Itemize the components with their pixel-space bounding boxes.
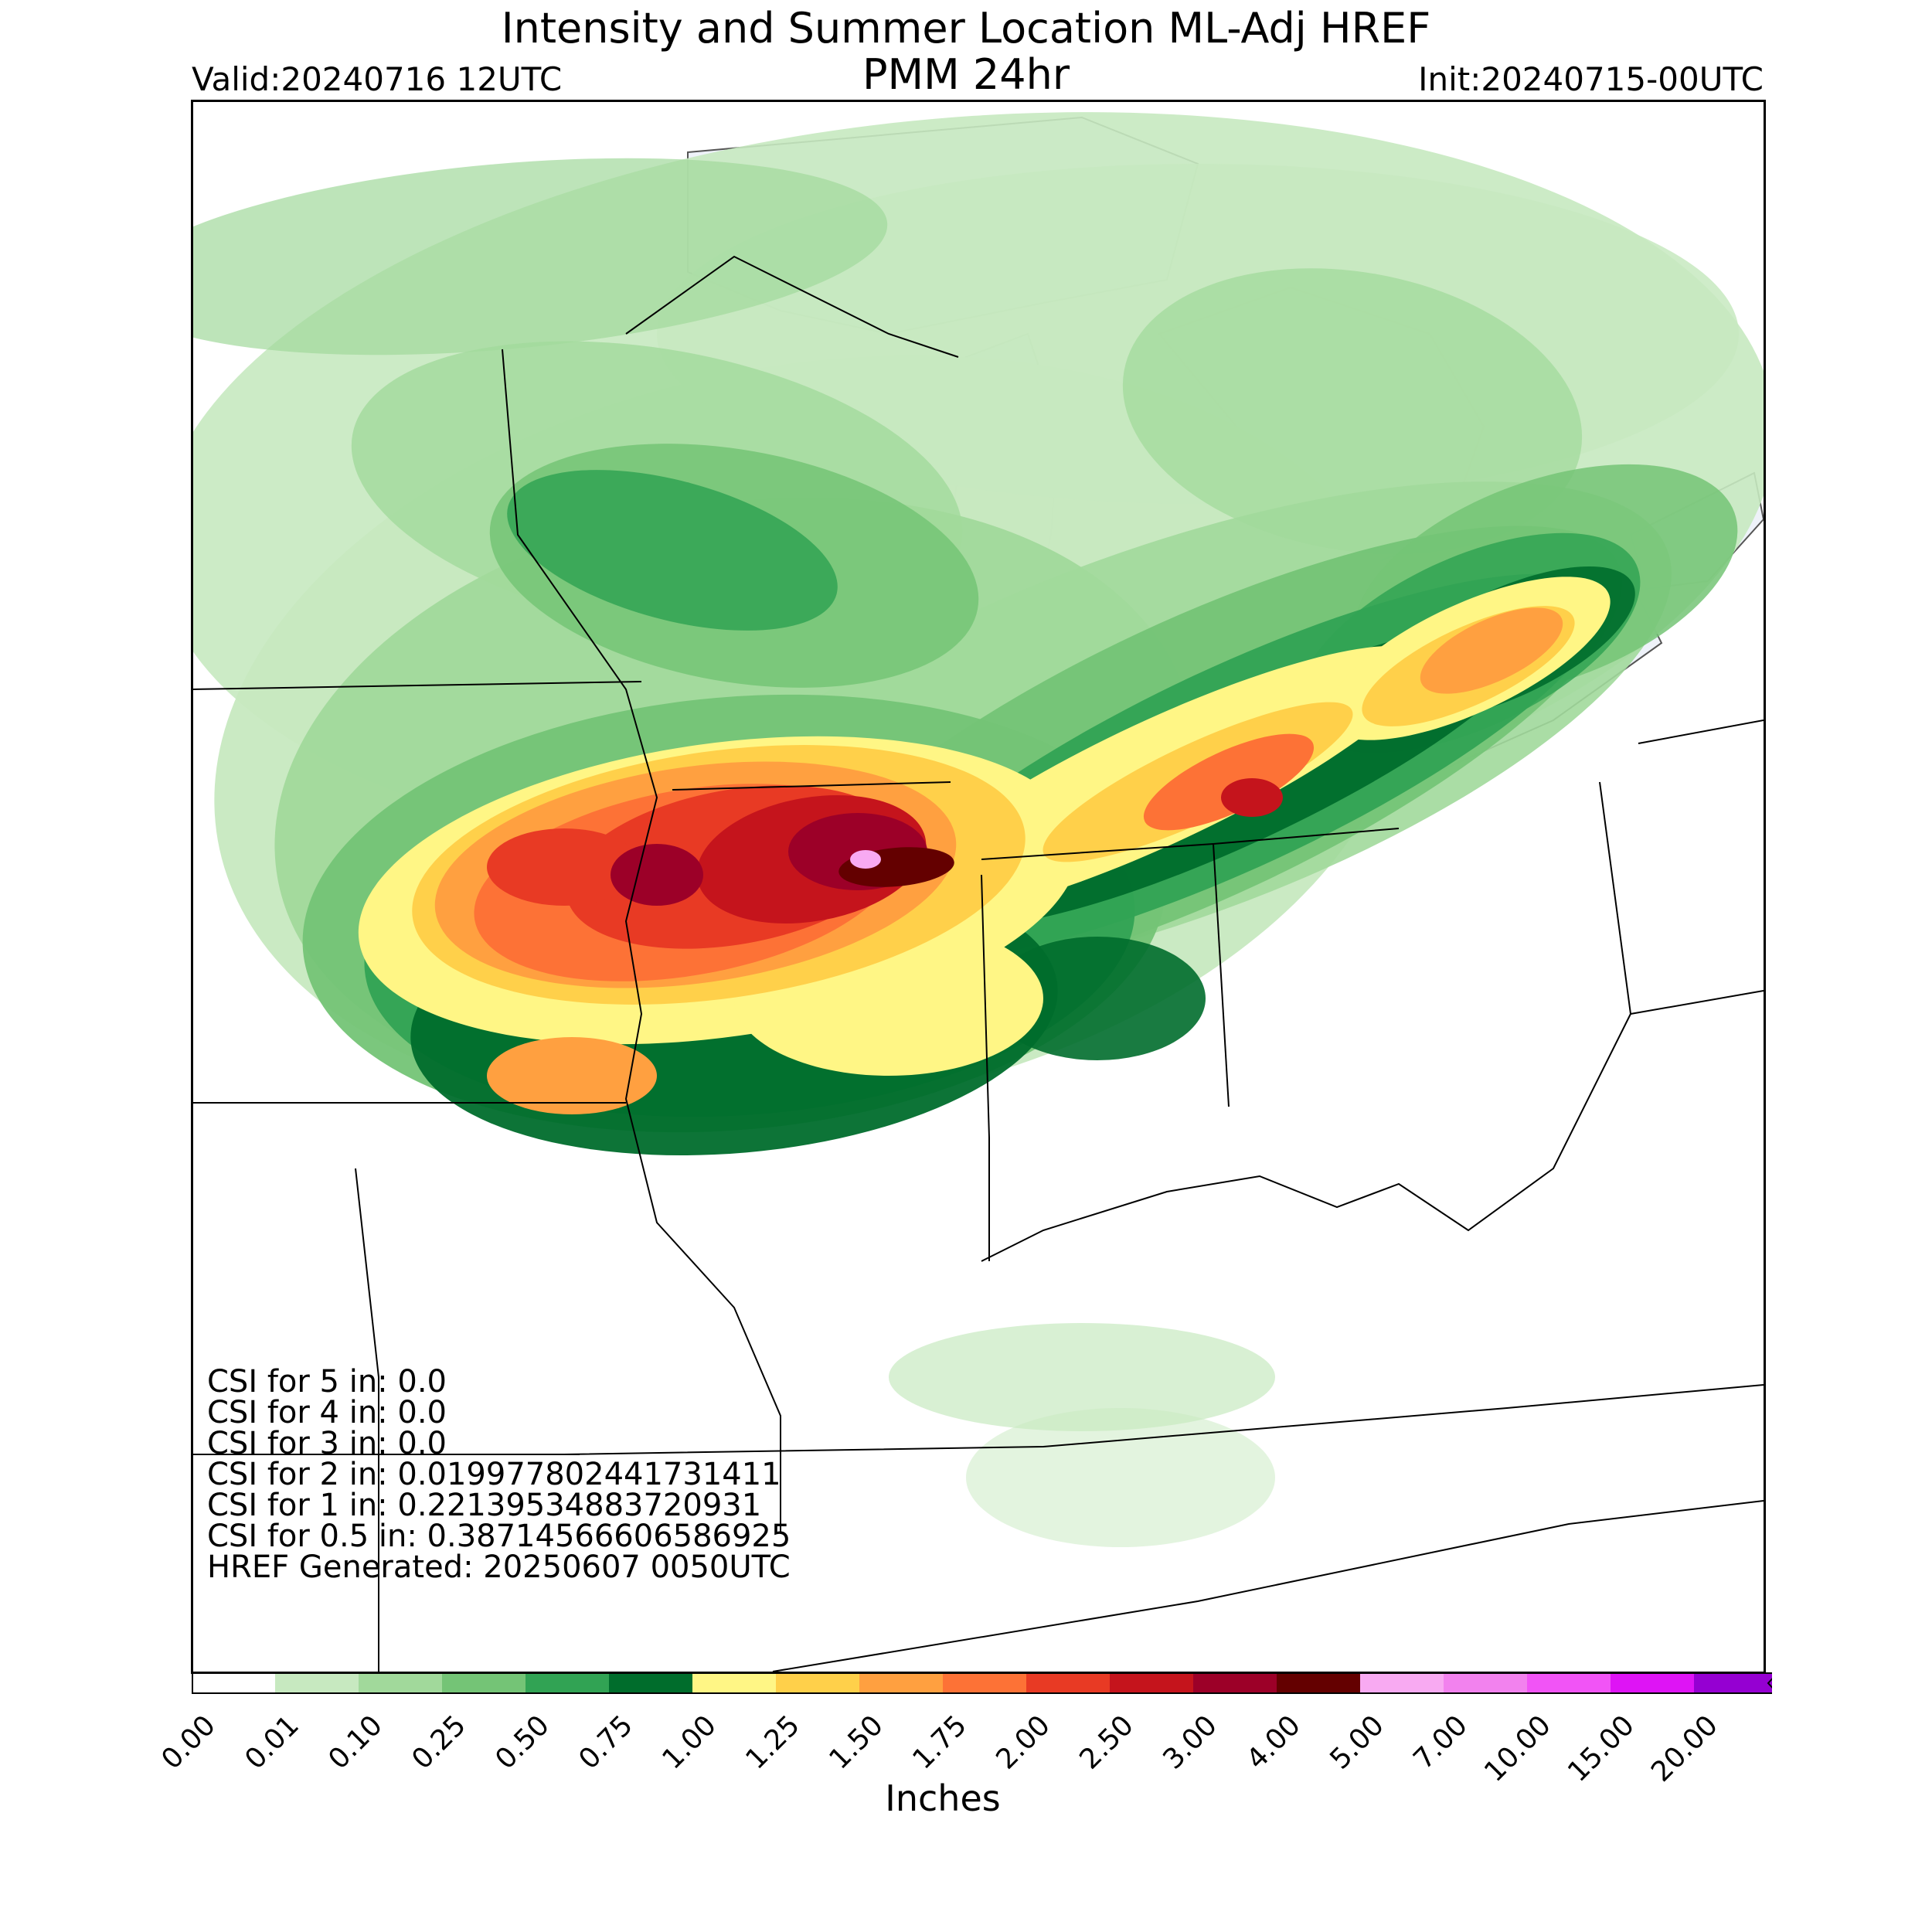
colorbar-swatch	[609, 1673, 692, 1693]
precip-area	[193, 158, 888, 355]
colorbar-tick-label: 1.25	[740, 1709, 806, 1776]
colorbar-swatch	[1026, 1673, 1110, 1693]
border-mo-ks	[355, 1168, 379, 1672]
colorbar-swatch	[1277, 1673, 1360, 1693]
colorbar-swatch	[859, 1673, 943, 1693]
colorbar-swatch	[192, 1673, 275, 1693]
border-in-oh	[1213, 843, 1230, 1107]
colorbar-swatch	[275, 1673, 359, 1693]
border-il-in	[981, 874, 990, 1261]
colorbar-tick-label: 0.50	[489, 1709, 556, 1776]
precip-area	[487, 1037, 657, 1114]
colorbar-swatch	[1611, 1673, 1694, 1693]
precip-area	[507, 470, 838, 631]
precip-field	[193, 112, 1764, 1547]
colorbar-tick-label: 10.00	[1478, 1709, 1557, 1788]
csi-3in: CSI for 3 in: 0.0	[207, 1426, 447, 1461]
colorbar-swatch	[1193, 1673, 1277, 1693]
colorbar-tick-label: 7.00	[1407, 1709, 1474, 1776]
colorbar-swatch	[442, 1673, 526, 1693]
border-mn-ia	[193, 681, 642, 690]
csi-1in: CSI for 1 in: 0.22139534883720931	[207, 1488, 762, 1523]
colorbar-tick-label: 2.00	[990, 1709, 1056, 1776]
colorbar-tick-label: 0.01	[239, 1709, 305, 1776]
colorbar	[192, 1672, 1772, 1694]
state-borders	[193, 255, 1764, 1672]
precip-area	[889, 1323, 1275, 1431]
colorbar-tick-label: 0.75	[573, 1709, 639, 1776]
precip-area	[611, 844, 703, 906]
colorbar-swatch	[1360, 1673, 1444, 1693]
csi-05in: CSI for 0.5 in: 0.38714566606586925	[207, 1519, 791, 1554]
precip-area	[1221, 778, 1283, 817]
csi-2in: CSI for 2 in: 0.019977802441731411	[207, 1457, 781, 1492]
precip-area	[989, 937, 1206, 1060]
border-ky-tn	[563, 1384, 1764, 1455]
colorbar-swatch	[526, 1673, 609, 1693]
colorbar-tick-label: 3.00	[1157, 1709, 1223, 1776]
precip-area	[850, 850, 881, 869]
colorbar-tick-label: 1.50	[823, 1709, 889, 1776]
colorbar-tick-label: 2.50	[1073, 1709, 1140, 1776]
colorbar-swatch	[1444, 1673, 1527, 1693]
precip-area	[1420, 607, 1563, 694]
river-mississippi	[502, 349, 781, 1532]
precip-area	[1143, 733, 1315, 831]
colorbar-tick-label: 0.00	[155, 1709, 222, 1776]
colorbar-swatch	[1694, 1673, 1772, 1693]
border-wi-il	[672, 781, 951, 791]
colorbar-tick-label: 20.00	[1645, 1709, 1724, 1788]
precip-area	[966, 1408, 1275, 1547]
colorbar-tick-label: 5.00	[1324, 1709, 1390, 1776]
colorbar-tick-label: 0.10	[322, 1709, 389, 1776]
precip-area	[487, 828, 641, 906]
colorbar-label: Inches	[885, 1777, 1001, 1819]
colorbar-tick-label: 1.75	[906, 1709, 973, 1776]
chart-title-line1: Intensity and Summer Location ML-Adj HRE…	[501, 4, 1431, 53]
border-pa-md	[1630, 990, 1764, 1015]
colorbar-tick-label: 4.00	[1240, 1709, 1307, 1776]
colorbar-tick-label: 15.00	[1562, 1709, 1641, 1788]
border-oh-pa	[1599, 781, 1631, 1015]
colorbar-outline	[192, 1672, 1772, 1694]
chart-title-line2: PMM 24hr	[862, 50, 1070, 99]
border-wi-mi	[625, 255, 959, 358]
csi-stats-panel: CSI for 5 in: 0.0 CSI for 4 in: 0.0 CSI …	[207, 1366, 791, 1583]
colorbar-swatch	[1527, 1673, 1611, 1693]
csi-4in: CSI for 4 in: 0.0	[207, 1395, 447, 1430]
colorbar-swatch	[1110, 1673, 1193, 1693]
river-ohio	[981, 1013, 1631, 1262]
colorbar-swatch	[776, 1673, 859, 1693]
colorbar-extend-arrow	[1767, 1678, 1772, 1689]
colorbar-tick-label: 0.25	[406, 1709, 472, 1776]
href-generated: HREF Generated: 20250607 0050UTC	[207, 1549, 791, 1585]
colorbar-tick-label: 1.00	[656, 1709, 723, 1776]
init-time-label: Init:20240715-00UTC	[1418, 60, 1764, 98]
colorbar-swatch	[943, 1673, 1026, 1693]
border-mi-in-oh	[981, 828, 1400, 860]
valid-time-label: Valid:20240716 12UTC	[192, 60, 563, 98]
precip-area	[1122, 268, 1583, 554]
colorbar-swatch	[692, 1673, 776, 1693]
precipitation-map	[191, 100, 1766, 1674]
csi-5in: CSI for 5 in: 0.0	[207, 1364, 447, 1400]
border-ny-pa	[1638, 719, 1764, 744]
border-tn-al	[772, 1500, 1764, 1672]
map-canvas	[193, 102, 1764, 1672]
colorbar-swatch	[359, 1673, 442, 1693]
